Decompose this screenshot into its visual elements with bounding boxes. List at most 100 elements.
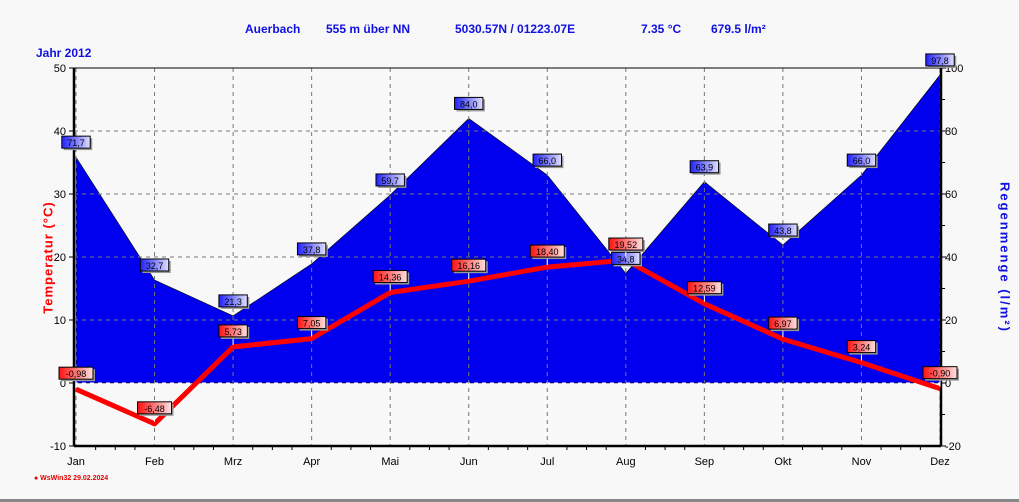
label-text: 71,7 — [67, 138, 85, 148]
x-tick-label: Sep — [695, 456, 715, 468]
label-text: -6,48 — [144, 404, 165, 414]
rain-data-label: 66,0 — [532, 153, 564, 169]
mean-temperature: 7.35 °C — [641, 22, 682, 36]
rain-data-label: 21,3 — [218, 294, 250, 309]
label-box — [532, 153, 562, 167]
temperature-data-label: -0,90 — [922, 366, 959, 381]
rain-data-label: 84,0 — [454, 96, 485, 112]
label-box — [768, 316, 798, 330]
x-tick-label: Mai — [381, 456, 399, 468]
y-left-tick-label: 30 — [54, 189, 66, 201]
label-text: 3,24 — [853, 343, 871, 353]
x-tick-label: Okt — [774, 456, 791, 468]
label-box — [689, 160, 720, 174]
label-text: 12,59 — [693, 284, 716, 294]
label-text: 21,3 — [224, 297, 242, 307]
label-box — [137, 401, 173, 415]
x-tick-label: Mrz — [224, 456, 242, 468]
label-box — [922, 366, 958, 380]
x-tick-label: Aug — [616, 456, 636, 468]
temperature-data-label: 7,05 — [296, 316, 328, 331]
y-left-tick-label: 0 — [60, 378, 66, 390]
temperature-data-label: 18,40 — [529, 244, 567, 260]
y-right-tick-label: -20 — [945, 441, 961, 453]
y-right-tick-label: 80 — [945, 126, 957, 138]
label-text: 19,52 — [615, 240, 638, 250]
rain-data-label: 43,8 — [768, 223, 800, 239]
label-box — [846, 153, 877, 167]
rain-data-label: 37,8 — [296, 242, 328, 257]
label-text: 97,8 — [931, 56, 949, 66]
x-tick-label: Jun — [460, 456, 478, 468]
label-box — [218, 324, 248, 338]
rain-data-label: 66,0 — [846, 153, 878, 169]
label-text: 37,8 — [303, 245, 321, 255]
x-tick-label: Jul — [540, 456, 554, 468]
temperature-data-label: 3,24 — [846, 340, 878, 355]
label-text: 63,9 — [696, 163, 714, 173]
rain-data-label: 34,8 — [611, 251, 643, 267]
rain-data-label: 32,7 — [139, 258, 171, 273]
label-text: 66,0 — [539, 156, 557, 166]
label-text: 34,8 — [617, 254, 635, 264]
label-text: 43,8 — [774, 226, 792, 236]
y-left-tick-label: 20 — [54, 252, 66, 264]
y-left-tick-label: 10 — [54, 315, 66, 327]
label-box — [372, 270, 408, 284]
bottom-border — [0, 499, 1019, 502]
x-tick-label: Dez — [930, 456, 950, 468]
temperature-data-label: 5,73 — [218, 324, 250, 339]
x-tick-label: Jan — [67, 456, 85, 468]
label-box — [451, 258, 487, 272]
y-right-tick-label: 0 — [945, 378, 951, 390]
y-right-tick-label: 60 — [945, 189, 957, 201]
y-left-tick-label: -10 — [50, 441, 66, 453]
label-text: 5,73 — [224, 327, 242, 337]
temperature-line — [74, 257, 941, 427]
station-name: Auerbach — [245, 22, 301, 36]
label-box — [61, 135, 91, 149]
total-rainfall: 679.5 l/m² — [711, 22, 766, 36]
label-text: 84,0 — [460, 99, 478, 109]
label-box — [296, 242, 327, 256]
y-left-tick-label: 40 — [54, 126, 66, 138]
temperature-data-label: 14,36 — [372, 270, 410, 285]
rain-data-label: 59,7 — [375, 173, 407, 188]
temperature-data-label: -6,48 — [137, 401, 174, 416]
y-right-tick-label: 20 — [945, 315, 957, 327]
temperature-data-label: -0,98 — [58, 366, 95, 382]
label-box — [686, 281, 722, 295]
label-text: 14,36 — [379, 273, 402, 283]
label-box — [608, 237, 644, 251]
year-label: Jahr 2012 — [36, 46, 92, 60]
x-tick-label: Feb — [145, 456, 164, 468]
label-text: -0,90 — [930, 369, 951, 379]
label-box — [846, 340, 877, 354]
label-text: 18,40 — [536, 247, 559, 257]
label-text: 32,7 — [146, 261, 164, 271]
label-box — [375, 173, 405, 187]
temperature-data-label: 19,52 — [608, 237, 645, 253]
label-text: 66,0 — [853, 156, 871, 166]
label-text: 6,97 — [774, 319, 792, 329]
label-box — [925, 53, 955, 67]
label-text: 16,16 — [457, 261, 480, 271]
label-box — [296, 316, 327, 330]
x-tick-label: Nov — [852, 456, 872, 468]
y-right-tick-label: 40 — [945, 252, 957, 264]
label-box — [454, 96, 484, 110]
temperature-data-label: 6,97 — [768, 316, 800, 332]
temperature-data-label: 12,59 — [686, 281, 724, 296]
y-left-tick-label: 50 — [54, 63, 66, 75]
label-text: 59,7 — [381, 176, 399, 186]
coordinates: 5030.57N / 01223.07E — [455, 22, 576, 36]
label-box — [58, 366, 94, 380]
x-tick-label: Apr — [303, 456, 320, 468]
altitude: 555 m über NN — [326, 22, 411, 36]
rain-data-label: 71,7 — [61, 135, 93, 151]
footer-credit: ● WsWin32 29.02.2024 — [34, 475, 109, 482]
rain-data-label: 63,9 — [689, 160, 721, 175]
rain-data-label: 97,8 — [925, 53, 957, 68]
label-text: 7,05 — [303, 319, 321, 329]
